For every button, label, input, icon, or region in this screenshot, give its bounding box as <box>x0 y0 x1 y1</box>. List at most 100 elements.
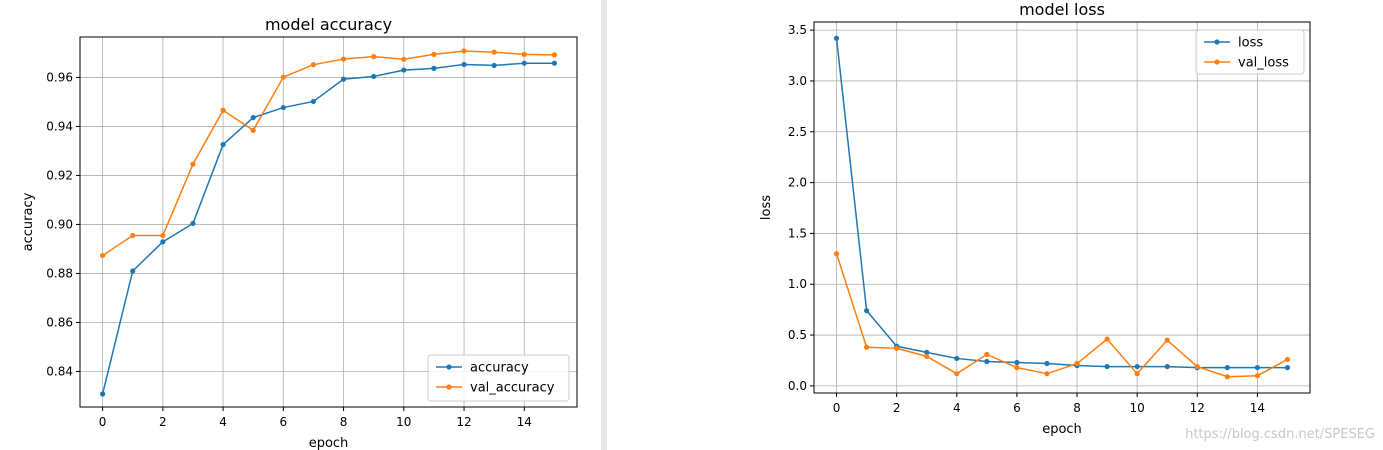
legend-label: loss <box>1238 36 1263 51</box>
data-point <box>1224 364 1230 371</box>
y-tick-label: 3.0 <box>788 74 807 88</box>
x-tick-label: 12 <box>456 415 471 429</box>
legend-label: val_loss <box>1238 56 1289 71</box>
data-point <box>864 344 870 350</box>
series-accuracy <box>99 60 558 397</box>
data-point <box>551 52 558 58</box>
data-point <box>160 232 166 239</box>
x-tick-label: 8 <box>340 415 348 429</box>
grid <box>80 37 577 407</box>
y-tick-label: 0.92 <box>46 168 73 182</box>
chart-title: model accuracy <box>265 15 392 34</box>
data-point <box>1284 364 1291 371</box>
plot-frame <box>79 36 578 408</box>
loss-chart-panel: 0 2 4 6 8 10 12 14 0.0 0.5 1.0 1.5 2.0 2.5 3.0 3.5 model… <box>607 0 1383 450</box>
x-tick-label: 6 <box>1013 401 1021 415</box>
y-tick-label: 2.5 <box>788 125 807 139</box>
y-tick-label: 0.90 <box>46 217 73 231</box>
data-point <box>924 349 930 355</box>
data-point <box>1254 364 1260 371</box>
data-point <box>371 73 377 80</box>
x-tick-label: 2 <box>159 415 167 429</box>
data-point <box>340 76 347 82</box>
y-tick-label: 3.5 <box>788 23 807 37</box>
data-point <box>160 239 166 245</box>
x-tick-label: 4 <box>219 415 227 429</box>
x-tick-label: 12 <box>1190 401 1205 415</box>
y-tick-label: 0.94 <box>46 119 73 133</box>
x-tick-label: 10 <box>396 415 411 429</box>
series-line <box>835 253 1288 378</box>
y-tick-label: 1.0 <box>788 277 807 291</box>
series-line <box>101 62 555 395</box>
data-point <box>340 56 347 62</box>
x-tick-label: 6 <box>279 415 287 429</box>
x-axis-label: epoch <box>309 436 349 450</box>
data-point <box>1074 360 1080 367</box>
data-point <box>461 61 467 68</box>
data-point <box>280 104 286 111</box>
chart-title: model loss <box>1019 0 1105 19</box>
data-point <box>431 51 437 57</box>
data-point <box>310 62 317 68</box>
data-point <box>130 232 136 239</box>
data-point <box>1104 336 1110 342</box>
data-point <box>431 65 437 71</box>
grid <box>814 22 1310 393</box>
x-tick-label: 4 <box>953 401 961 415</box>
data-point <box>984 351 990 357</box>
data-point <box>99 252 106 259</box>
watermark-text: https://blog.csdn.net/SPESEG <box>1185 427 1375 442</box>
data-point <box>521 51 527 57</box>
x-tick-label: 8 <box>1073 401 1081 415</box>
x-tick-label: 10 <box>1130 401 1145 415</box>
accuracy-chart: 0 2 4 6 8 10 12 14 0.84 0.86 0.88 0.90 0.92 0.94 0.96 m… <box>21 15 578 450</box>
data-point <box>1044 371 1050 377</box>
x-tick-label: 2 <box>893 401 901 415</box>
y-axis-label: loss <box>759 195 774 220</box>
data-point <box>190 161 196 167</box>
accuracy-chart-panel: 0 2 4 6 8 10 12 14 0.84 0.86 0.88 0.90 0.92 0.94 0.96 m… <box>0 0 601 450</box>
legend-label: accuracy <box>470 361 529 376</box>
data-point <box>864 308 870 314</box>
data-point <box>1014 364 1020 371</box>
data-point <box>833 251 840 257</box>
legend-box <box>427 354 570 402</box>
y-tick-label: 0.0 <box>788 379 807 393</box>
data-point <box>1134 363 1140 370</box>
series-loss <box>833 35 1291 371</box>
data-point <box>220 107 226 113</box>
data-point <box>1284 356 1291 363</box>
legend-marker <box>446 364 452 370</box>
legend-marker <box>446 384 452 390</box>
data-point <box>1164 363 1170 370</box>
data-point <box>984 358 990 365</box>
x-tick-label: 0 <box>99 415 107 429</box>
data-point <box>401 67 407 73</box>
series-line <box>835 38 1288 369</box>
series-line <box>102 50 555 257</box>
data-point <box>371 54 377 60</box>
y-axis-label: accuracy <box>21 192 36 251</box>
data-point <box>461 48 467 54</box>
data-point <box>1254 373 1260 379</box>
data-point <box>491 62 497 69</box>
data-point <box>1044 360 1050 367</box>
data-point <box>401 56 407 62</box>
data-point <box>954 355 960 362</box>
x-tick-label: 14 <box>1250 401 1265 415</box>
legend: loss val_loss <box>1195 29 1305 75</box>
y-tick-label: 2.0 <box>788 176 807 190</box>
data-point <box>833 35 840 41</box>
loss-chart: 0 2 4 6 8 10 12 14 0.0 0.5 1.0 1.5 2.0 2.5 3.0 3.5 model… <box>759 0 1311 437</box>
data-point <box>190 220 196 227</box>
data-point <box>250 127 256 133</box>
legend: accuracy val_accuracy <box>427 354 570 402</box>
y-tick-label: 0.86 <box>46 315 73 329</box>
data-point <box>1014 359 1020 366</box>
data-point <box>924 353 930 360</box>
data-point <box>1194 363 1200 370</box>
data-point <box>1134 371 1140 377</box>
legend-marker <box>1214 39 1220 45</box>
data-point <box>894 345 900 351</box>
